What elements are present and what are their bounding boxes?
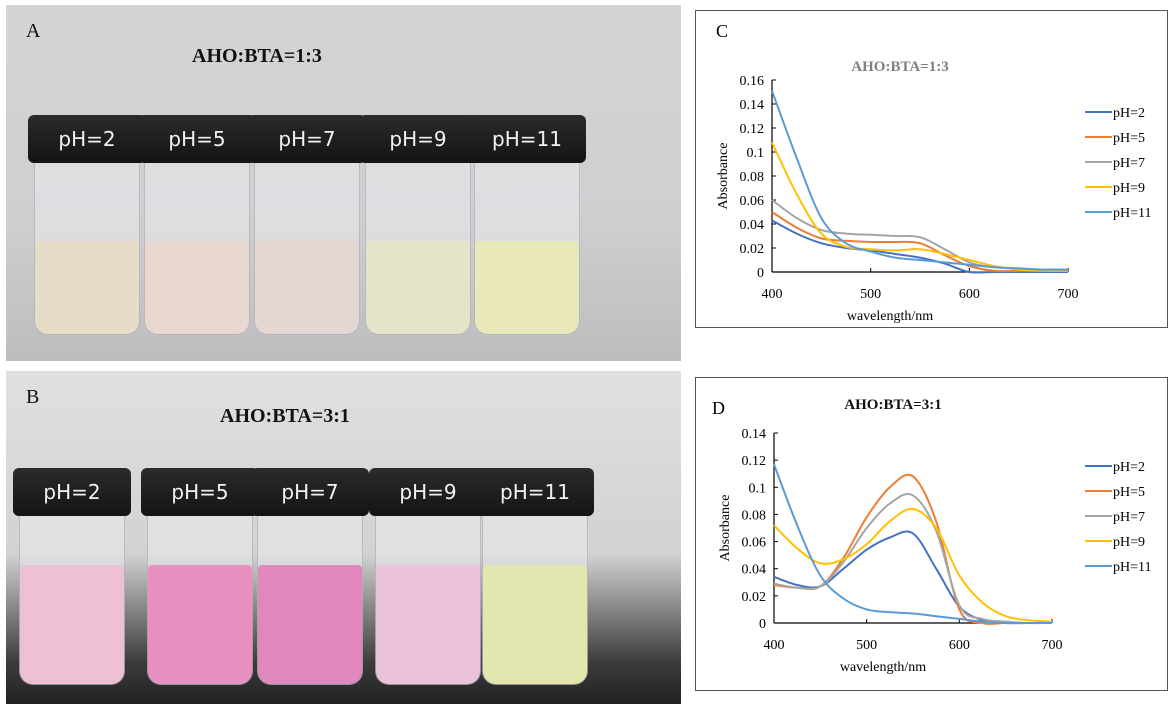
vial-cap-label: pH=9 bbox=[359, 115, 477, 163]
vial-cap-label: pH=11 bbox=[468, 115, 586, 163]
x-tick-label: 500 bbox=[856, 638, 877, 653]
x-tick-label: 600 bbox=[959, 287, 980, 302]
y-tick-label: 0.08 bbox=[740, 170, 765, 185]
x-tick-label: 400 bbox=[762, 287, 783, 302]
y-tick-label: 0 bbox=[759, 617, 766, 632]
legend-label: pH=7 bbox=[1113, 156, 1145, 171]
chart-c: C AHO:BTA=1:3 0 0.02 0.04 0.06 0.08 0.1 0.12 0.14… bbox=[716, 21, 1152, 324]
y-tick-label: 0 bbox=[757, 266, 764, 281]
vial: pH=9 bbox=[369, 468, 487, 685]
series-line-pH=2 bbox=[771, 219, 1068, 274]
legend-label: pH=9 bbox=[1113, 181, 1145, 196]
vial-liquid bbox=[20, 565, 124, 684]
vial-liquid bbox=[255, 241, 359, 334]
legend-label: pH=5 bbox=[1113, 485, 1145, 500]
vial-cap-label: pH=7 bbox=[251, 468, 369, 516]
vial-liquid bbox=[35, 241, 139, 334]
y-tick-label: 0.08 bbox=[742, 508, 767, 523]
vial: pH=11 bbox=[468, 115, 586, 335]
vial: pH=11 bbox=[476, 468, 594, 685]
y-tick-label: 0.14 bbox=[742, 427, 767, 442]
photo-title: AHO:BTA=3:1 bbox=[220, 405, 350, 427]
vial-liquid bbox=[366, 241, 470, 334]
vial-liquid bbox=[376, 565, 480, 684]
vial: pH=2 bbox=[28, 115, 146, 335]
x-tick-label: 700 bbox=[1042, 638, 1063, 653]
panel-letter: D bbox=[712, 398, 725, 418]
x-tick-label: 600 bbox=[949, 638, 970, 653]
chart-title: AHO:BTA=3:1 bbox=[844, 397, 941, 413]
photo-panel-a: A AHO:BTA=1:3 pH=2 pH=5 pH=7 pH=9 pH=11 bbox=[6, 5, 681, 361]
x-axis-label: wavelength/nm bbox=[840, 660, 926, 675]
series-line-pH=9 bbox=[773, 507, 1053, 623]
series-line-pH=11 bbox=[773, 463, 1052, 625]
y-tick-label: 0.02 bbox=[742, 590, 767, 605]
y-axis-label: Absorbance bbox=[718, 495, 733, 562]
series-line-pH=5 bbox=[773, 473, 1052, 625]
vial-cap-label: pH=7 bbox=[248, 115, 366, 163]
series-line-pH=9 bbox=[771, 141, 1069, 272]
chart-d: D AHO:BTA=3:1 0 0.02 0.04 0.06 0.08 0.1 0.12 0.14… bbox=[712, 397, 1152, 675]
y-tick-label: 0.14 bbox=[740, 98, 765, 113]
series-line-pH=7 bbox=[773, 493, 1053, 625]
vial: pH=9 bbox=[359, 115, 477, 335]
vial-cap-label: pH=5 bbox=[141, 468, 259, 516]
x-tick-label: 500 bbox=[860, 287, 881, 302]
y-tick-label: 0.06 bbox=[742, 536, 767, 551]
series-line-pH=11 bbox=[771, 90, 1069, 271]
x-tick-label: 700 bbox=[1058, 287, 1079, 302]
y-tick-label: 0.16 bbox=[740, 74, 765, 89]
vial-cap-label: pH=2 bbox=[13, 468, 131, 516]
vial-liquid bbox=[258, 565, 362, 684]
y-tick-label: 0.04 bbox=[742, 563, 767, 578]
legend-label: pH=11 bbox=[1113, 560, 1152, 575]
y-tick-label: 0.06 bbox=[740, 194, 765, 209]
legend-label: pH=11 bbox=[1113, 206, 1152, 221]
legend-label: pH=9 bbox=[1113, 535, 1145, 550]
vial: pH=5 bbox=[141, 468, 259, 685]
y-tick-label: 0.02 bbox=[740, 242, 765, 257]
vial-liquid bbox=[145, 241, 249, 334]
panel-letter: C bbox=[716, 21, 728, 41]
y-axis-label: Absorbance bbox=[716, 143, 731, 210]
legend-label: pH=2 bbox=[1113, 106, 1145, 121]
vial: pH=7 bbox=[248, 115, 366, 335]
chart-title: AHO:BTA=1:3 bbox=[851, 59, 948, 75]
chart-panel-c: C AHO:BTA=1:3 0 0.02 0.04 0.06 0.08 0.1 0.12 0.14… bbox=[695, 10, 1168, 328]
vial: pH=2 bbox=[13, 468, 131, 685]
x-axis-label: wavelength/nm bbox=[847, 309, 933, 324]
x-tick-label: 400 bbox=[764, 638, 785, 653]
panel-letter: A bbox=[26, 20, 41, 42]
y-tick-label: 0.12 bbox=[740, 122, 765, 137]
legend-label: pH=2 bbox=[1113, 460, 1145, 475]
panel-letter: B bbox=[26, 386, 40, 408]
series-line-pH=2 bbox=[773, 530, 1052, 625]
series-line-pH=5 bbox=[771, 211, 1068, 273]
vial: pH=5 bbox=[138, 115, 256, 335]
legend-label: pH=7 bbox=[1113, 510, 1145, 525]
y-tick-label: 0.1 bbox=[749, 481, 767, 496]
vial: pH=7 bbox=[251, 468, 369, 685]
chart-panel-d: D AHO:BTA=3:1 0 0.02 0.04 0.06 0.08 0.1 0.12 0.14… bbox=[695, 377, 1168, 691]
y-tick-label: 0.04 bbox=[740, 218, 765, 233]
vial-cap-label: pH=2 bbox=[28, 115, 146, 163]
vial-liquid bbox=[148, 565, 252, 684]
y-tick-label: 0.1 bbox=[747, 146, 765, 161]
vial-cap-label: pH=11 bbox=[476, 468, 594, 516]
vial-liquid bbox=[475, 241, 579, 334]
photo-panel-b: B AHO:BTA=3:1 pH=2 pH=5 pH=7 pH=9 pH=11 bbox=[6, 371, 681, 704]
photo-title: AHO:BTA=1:3 bbox=[192, 45, 322, 67]
legend-label: pH=5 bbox=[1113, 131, 1145, 146]
vial-cap-label: pH=5 bbox=[138, 115, 256, 163]
y-tick-label: 0.12 bbox=[742, 454, 767, 469]
vial-cap-label: pH=9 bbox=[369, 468, 487, 516]
vial-liquid bbox=[483, 565, 587, 684]
